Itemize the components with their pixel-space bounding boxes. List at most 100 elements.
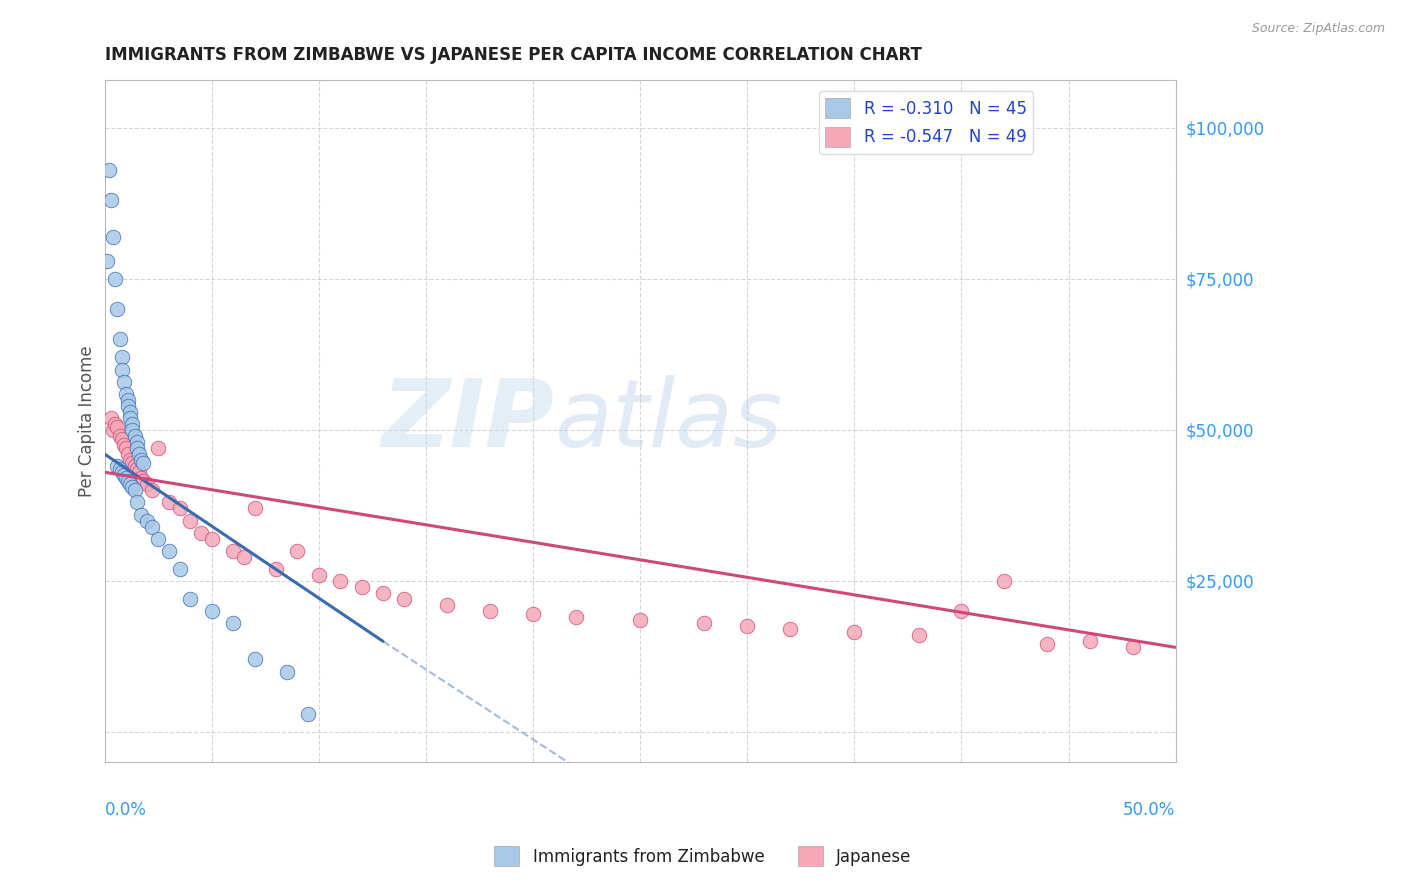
Point bbox=[844, 625, 866, 640]
Point bbox=[100, 194, 122, 208]
Point bbox=[107, 459, 129, 474]
Point bbox=[111, 351, 134, 365]
Point bbox=[1036, 637, 1059, 651]
Point bbox=[779, 622, 801, 636]
Text: IMMIGRANTS FROM ZIMBABWE VS JAPANESE PER CAPITA INCOME CORRELATION CHART: IMMIGRANTS FROM ZIMBABWE VS JAPANESE PER… bbox=[104, 46, 921, 64]
Point bbox=[107, 420, 129, 434]
Point bbox=[157, 543, 180, 558]
Point bbox=[120, 410, 142, 425]
Point bbox=[120, 477, 142, 491]
Point bbox=[394, 592, 416, 607]
Point bbox=[125, 462, 148, 476]
Y-axis label: Per Capita Income: Per Capita Income bbox=[79, 345, 96, 497]
Point bbox=[129, 453, 152, 467]
Point bbox=[264, 562, 287, 576]
Point bbox=[117, 399, 139, 413]
Point bbox=[128, 447, 150, 461]
Point bbox=[120, 453, 142, 467]
Point bbox=[112, 438, 135, 452]
Point bbox=[297, 706, 319, 721]
Point bbox=[117, 475, 139, 489]
Text: 0.0%: 0.0% bbox=[104, 801, 146, 819]
Point bbox=[121, 456, 143, 470]
Legend: R = -0.310   N = 45, R = -0.547   N = 49: R = -0.310 N = 45, R = -0.547 N = 49 bbox=[818, 91, 1033, 153]
Point bbox=[100, 410, 122, 425]
Point bbox=[129, 471, 152, 485]
Point bbox=[628, 613, 651, 627]
Point bbox=[111, 465, 134, 479]
Point bbox=[436, 598, 458, 612]
Point bbox=[115, 386, 138, 401]
Point bbox=[522, 607, 544, 622]
Point bbox=[108, 462, 131, 476]
Point bbox=[120, 405, 142, 419]
Point bbox=[101, 423, 124, 437]
Point bbox=[157, 495, 180, 509]
Point bbox=[222, 616, 245, 631]
Point bbox=[565, 610, 588, 624]
Point bbox=[125, 495, 148, 509]
Point bbox=[111, 362, 134, 376]
Point bbox=[329, 574, 352, 588]
Point bbox=[112, 375, 135, 389]
Point bbox=[141, 483, 163, 498]
Point bbox=[146, 532, 169, 546]
Point bbox=[287, 543, 309, 558]
Text: Source: ZipAtlas.com: Source: ZipAtlas.com bbox=[1251, 22, 1385, 36]
Legend: Immigrants from Zimbabwe, Japanese: Immigrants from Zimbabwe, Japanese bbox=[488, 839, 918, 873]
Point bbox=[97, 163, 120, 178]
Point bbox=[107, 302, 129, 317]
Point bbox=[371, 586, 394, 600]
Point bbox=[735, 619, 758, 633]
Point bbox=[125, 441, 148, 455]
Point bbox=[117, 392, 139, 407]
Point bbox=[136, 477, 159, 491]
Point bbox=[115, 471, 138, 485]
Point bbox=[179, 514, 201, 528]
Point bbox=[104, 272, 127, 286]
Point bbox=[101, 229, 124, 244]
Point bbox=[350, 580, 373, 594]
Point bbox=[136, 514, 159, 528]
Point bbox=[201, 604, 224, 618]
Text: atlas: atlas bbox=[554, 376, 783, 467]
Point bbox=[124, 429, 146, 443]
Point bbox=[115, 441, 138, 455]
Point bbox=[243, 501, 266, 516]
Point bbox=[108, 332, 131, 346]
Point bbox=[96, 253, 118, 268]
Point bbox=[132, 456, 155, 470]
Text: 50.0%: 50.0% bbox=[1123, 801, 1175, 819]
Point bbox=[243, 652, 266, 666]
Point bbox=[190, 525, 212, 540]
Point bbox=[950, 604, 973, 618]
Point bbox=[169, 501, 191, 516]
Point bbox=[308, 568, 330, 582]
Text: ZIP: ZIP bbox=[381, 375, 554, 467]
Point bbox=[125, 435, 148, 450]
Point bbox=[993, 574, 1015, 588]
Point bbox=[129, 508, 152, 522]
Point bbox=[222, 543, 245, 558]
Point bbox=[201, 532, 224, 546]
Point bbox=[141, 519, 163, 533]
Point bbox=[1078, 634, 1101, 648]
Point bbox=[117, 447, 139, 461]
Point bbox=[132, 475, 155, 489]
Point bbox=[108, 429, 131, 443]
Point bbox=[907, 628, 929, 642]
Point bbox=[121, 423, 143, 437]
Point bbox=[179, 592, 201, 607]
Point bbox=[121, 417, 143, 431]
Point bbox=[124, 459, 146, 474]
Point bbox=[111, 432, 134, 446]
Point bbox=[169, 562, 191, 576]
Point bbox=[112, 468, 135, 483]
Point bbox=[479, 604, 502, 618]
Point bbox=[693, 616, 716, 631]
Point bbox=[104, 417, 127, 431]
Point bbox=[146, 441, 169, 455]
Point bbox=[128, 465, 150, 479]
Point bbox=[276, 665, 298, 679]
Point bbox=[124, 483, 146, 498]
